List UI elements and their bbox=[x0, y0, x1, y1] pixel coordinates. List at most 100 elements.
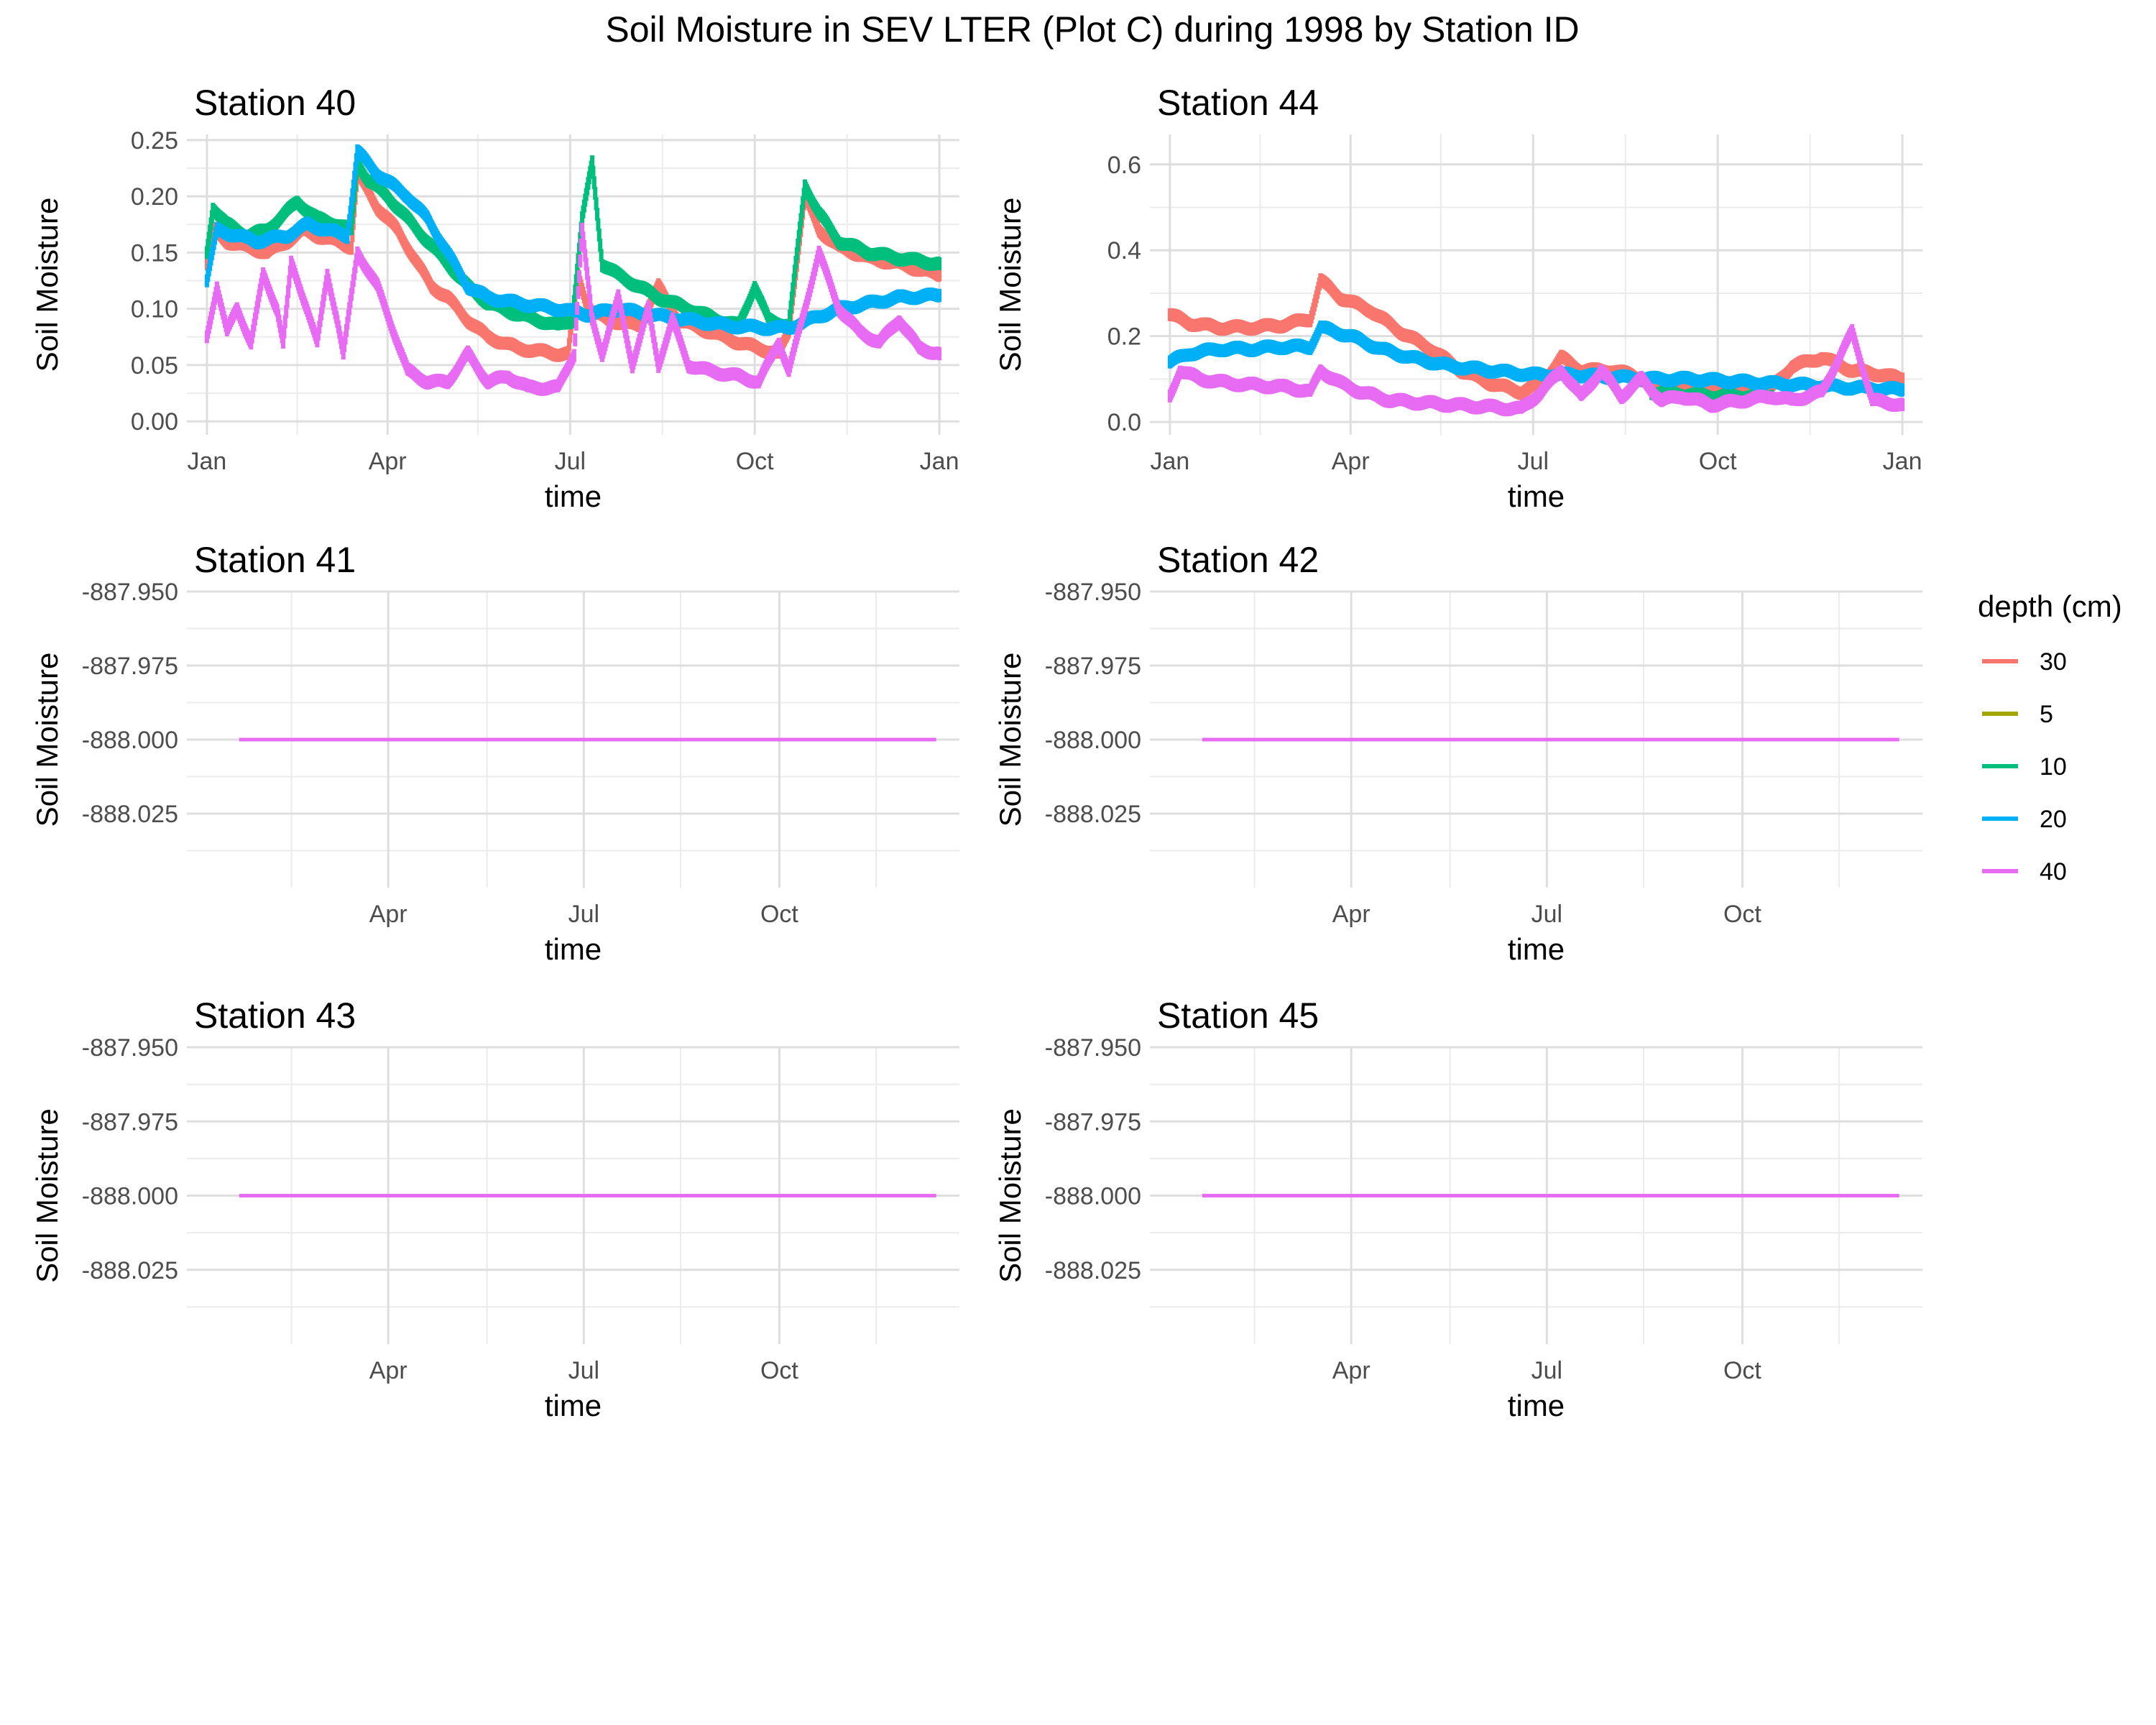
y-tick-label: 0.05 bbox=[131, 352, 178, 380]
data-point bbox=[593, 186, 598, 200]
data-point bbox=[794, 247, 799, 260]
y-tick-label: 0.0 bbox=[1107, 409, 1141, 436]
x-tick-label: Jan bbox=[1151, 448, 1190, 475]
y-tick-label: 0.15 bbox=[131, 239, 178, 267]
data-point bbox=[282, 325, 287, 339]
data-point bbox=[284, 305, 289, 318]
data-point bbox=[345, 231, 350, 244]
data-point bbox=[937, 347, 942, 361]
y-axis-label: Soil Moisture bbox=[30, 198, 64, 372]
data-point bbox=[286, 285, 291, 298]
data-point bbox=[319, 307, 324, 321]
x-tick-label: Oct bbox=[736, 448, 774, 475]
data-point bbox=[347, 213, 352, 227]
data-point bbox=[584, 257, 589, 271]
data-point bbox=[573, 333, 578, 346]
data-point bbox=[575, 301, 580, 315]
data-point bbox=[206, 231, 211, 245]
data-point bbox=[344, 323, 349, 337]
data-point bbox=[346, 309, 351, 323]
data-point bbox=[573, 274, 579, 288]
data-point bbox=[352, 170, 357, 184]
x-tick-label: Apr bbox=[369, 448, 407, 475]
x-tick-label: Apr bbox=[1332, 448, 1370, 475]
y-tick-label: 0.2 bbox=[1107, 323, 1141, 351]
data-point bbox=[571, 295, 576, 308]
data-point bbox=[349, 242, 354, 255]
data-point bbox=[350, 280, 355, 294]
data-point bbox=[580, 222, 585, 236]
data-point bbox=[589, 303, 594, 317]
data-point bbox=[354, 153, 359, 167]
data-point bbox=[281, 335, 286, 349]
data-point bbox=[315, 327, 321, 341]
series-40 bbox=[1167, 324, 1905, 417]
data-point bbox=[343, 331, 348, 345]
y-tick-label: 0.20 bbox=[131, 183, 178, 211]
data-point bbox=[208, 217, 213, 231]
x-tick-label: Jan bbox=[920, 448, 959, 475]
y-tick-label: 0.6 bbox=[1107, 152, 1141, 179]
data-point bbox=[578, 254, 583, 267]
data-point bbox=[591, 176, 596, 190]
data-point bbox=[287, 275, 292, 288]
data-point bbox=[570, 315, 575, 328]
data-point bbox=[793, 264, 798, 278]
data-point bbox=[346, 222, 351, 236]
data-point bbox=[318, 314, 323, 328]
data-point bbox=[937, 288, 942, 302]
data-point bbox=[590, 155, 595, 169]
data-point bbox=[596, 228, 602, 242]
data-point bbox=[576, 270, 581, 283]
panel-title: Station 44 bbox=[1157, 83, 1319, 123]
panels-group: Jan Apr Jul Oct Jan0.000.050.100.150.200.25S… bbox=[30, 83, 1922, 1422]
data-point bbox=[208, 224, 213, 238]
y-tick-label: 0.00 bbox=[131, 408, 178, 436]
data-point bbox=[581, 240, 586, 254]
x-axis-label: time bbox=[1508, 479, 1565, 513]
data-point bbox=[352, 267, 357, 280]
x-tick-label: Jan bbox=[1883, 448, 1922, 475]
panel-0: Jan Apr Jul Oct Jan0.000.050.100.150.200.25S… bbox=[30, 83, 959, 513]
data-point bbox=[798, 213, 803, 226]
data-point bbox=[566, 346, 571, 359]
data-point bbox=[353, 259, 358, 273]
data-point bbox=[351, 179, 356, 193]
data-point bbox=[788, 309, 793, 323]
data-point bbox=[282, 315, 287, 328]
data-point bbox=[581, 231, 586, 244]
data-point bbox=[345, 316, 350, 330]
data-point bbox=[573, 317, 579, 331]
data-point bbox=[798, 221, 803, 235]
chart-title: Soil Moisture in SEV LTER (Plot C) durin… bbox=[605, 9, 1579, 50]
data-point bbox=[342, 339, 347, 352]
data-point bbox=[576, 285, 581, 299]
data-point bbox=[341, 346, 346, 360]
data-point bbox=[317, 321, 322, 334]
y-tick-label: 0.4 bbox=[1107, 237, 1141, 264]
data-point bbox=[586, 275, 591, 289]
data-point bbox=[350, 188, 355, 201]
x-tick-label: Oct bbox=[1699, 448, 1737, 475]
panel-title: Station 40 bbox=[194, 83, 356, 123]
data-point bbox=[583, 249, 588, 262]
data-point bbox=[789, 291, 794, 305]
series-20 bbox=[1167, 320, 1905, 397]
data-point bbox=[349, 222, 354, 236]
data-point bbox=[796, 230, 801, 244]
data-point bbox=[937, 268, 942, 282]
data-point bbox=[1900, 383, 1905, 397]
data-point bbox=[1900, 372, 1905, 386]
y-axis-label: Soil Moisture bbox=[993, 198, 1027, 372]
data-point bbox=[351, 274, 356, 288]
data-point bbox=[799, 204, 804, 218]
data-point bbox=[347, 302, 352, 316]
data-point bbox=[599, 249, 604, 262]
data-point bbox=[285, 295, 290, 308]
data-point bbox=[594, 197, 599, 211]
data-point bbox=[568, 329, 573, 343]
data-point bbox=[315, 334, 320, 348]
data-point bbox=[595, 208, 600, 221]
data-point bbox=[287, 265, 292, 279]
